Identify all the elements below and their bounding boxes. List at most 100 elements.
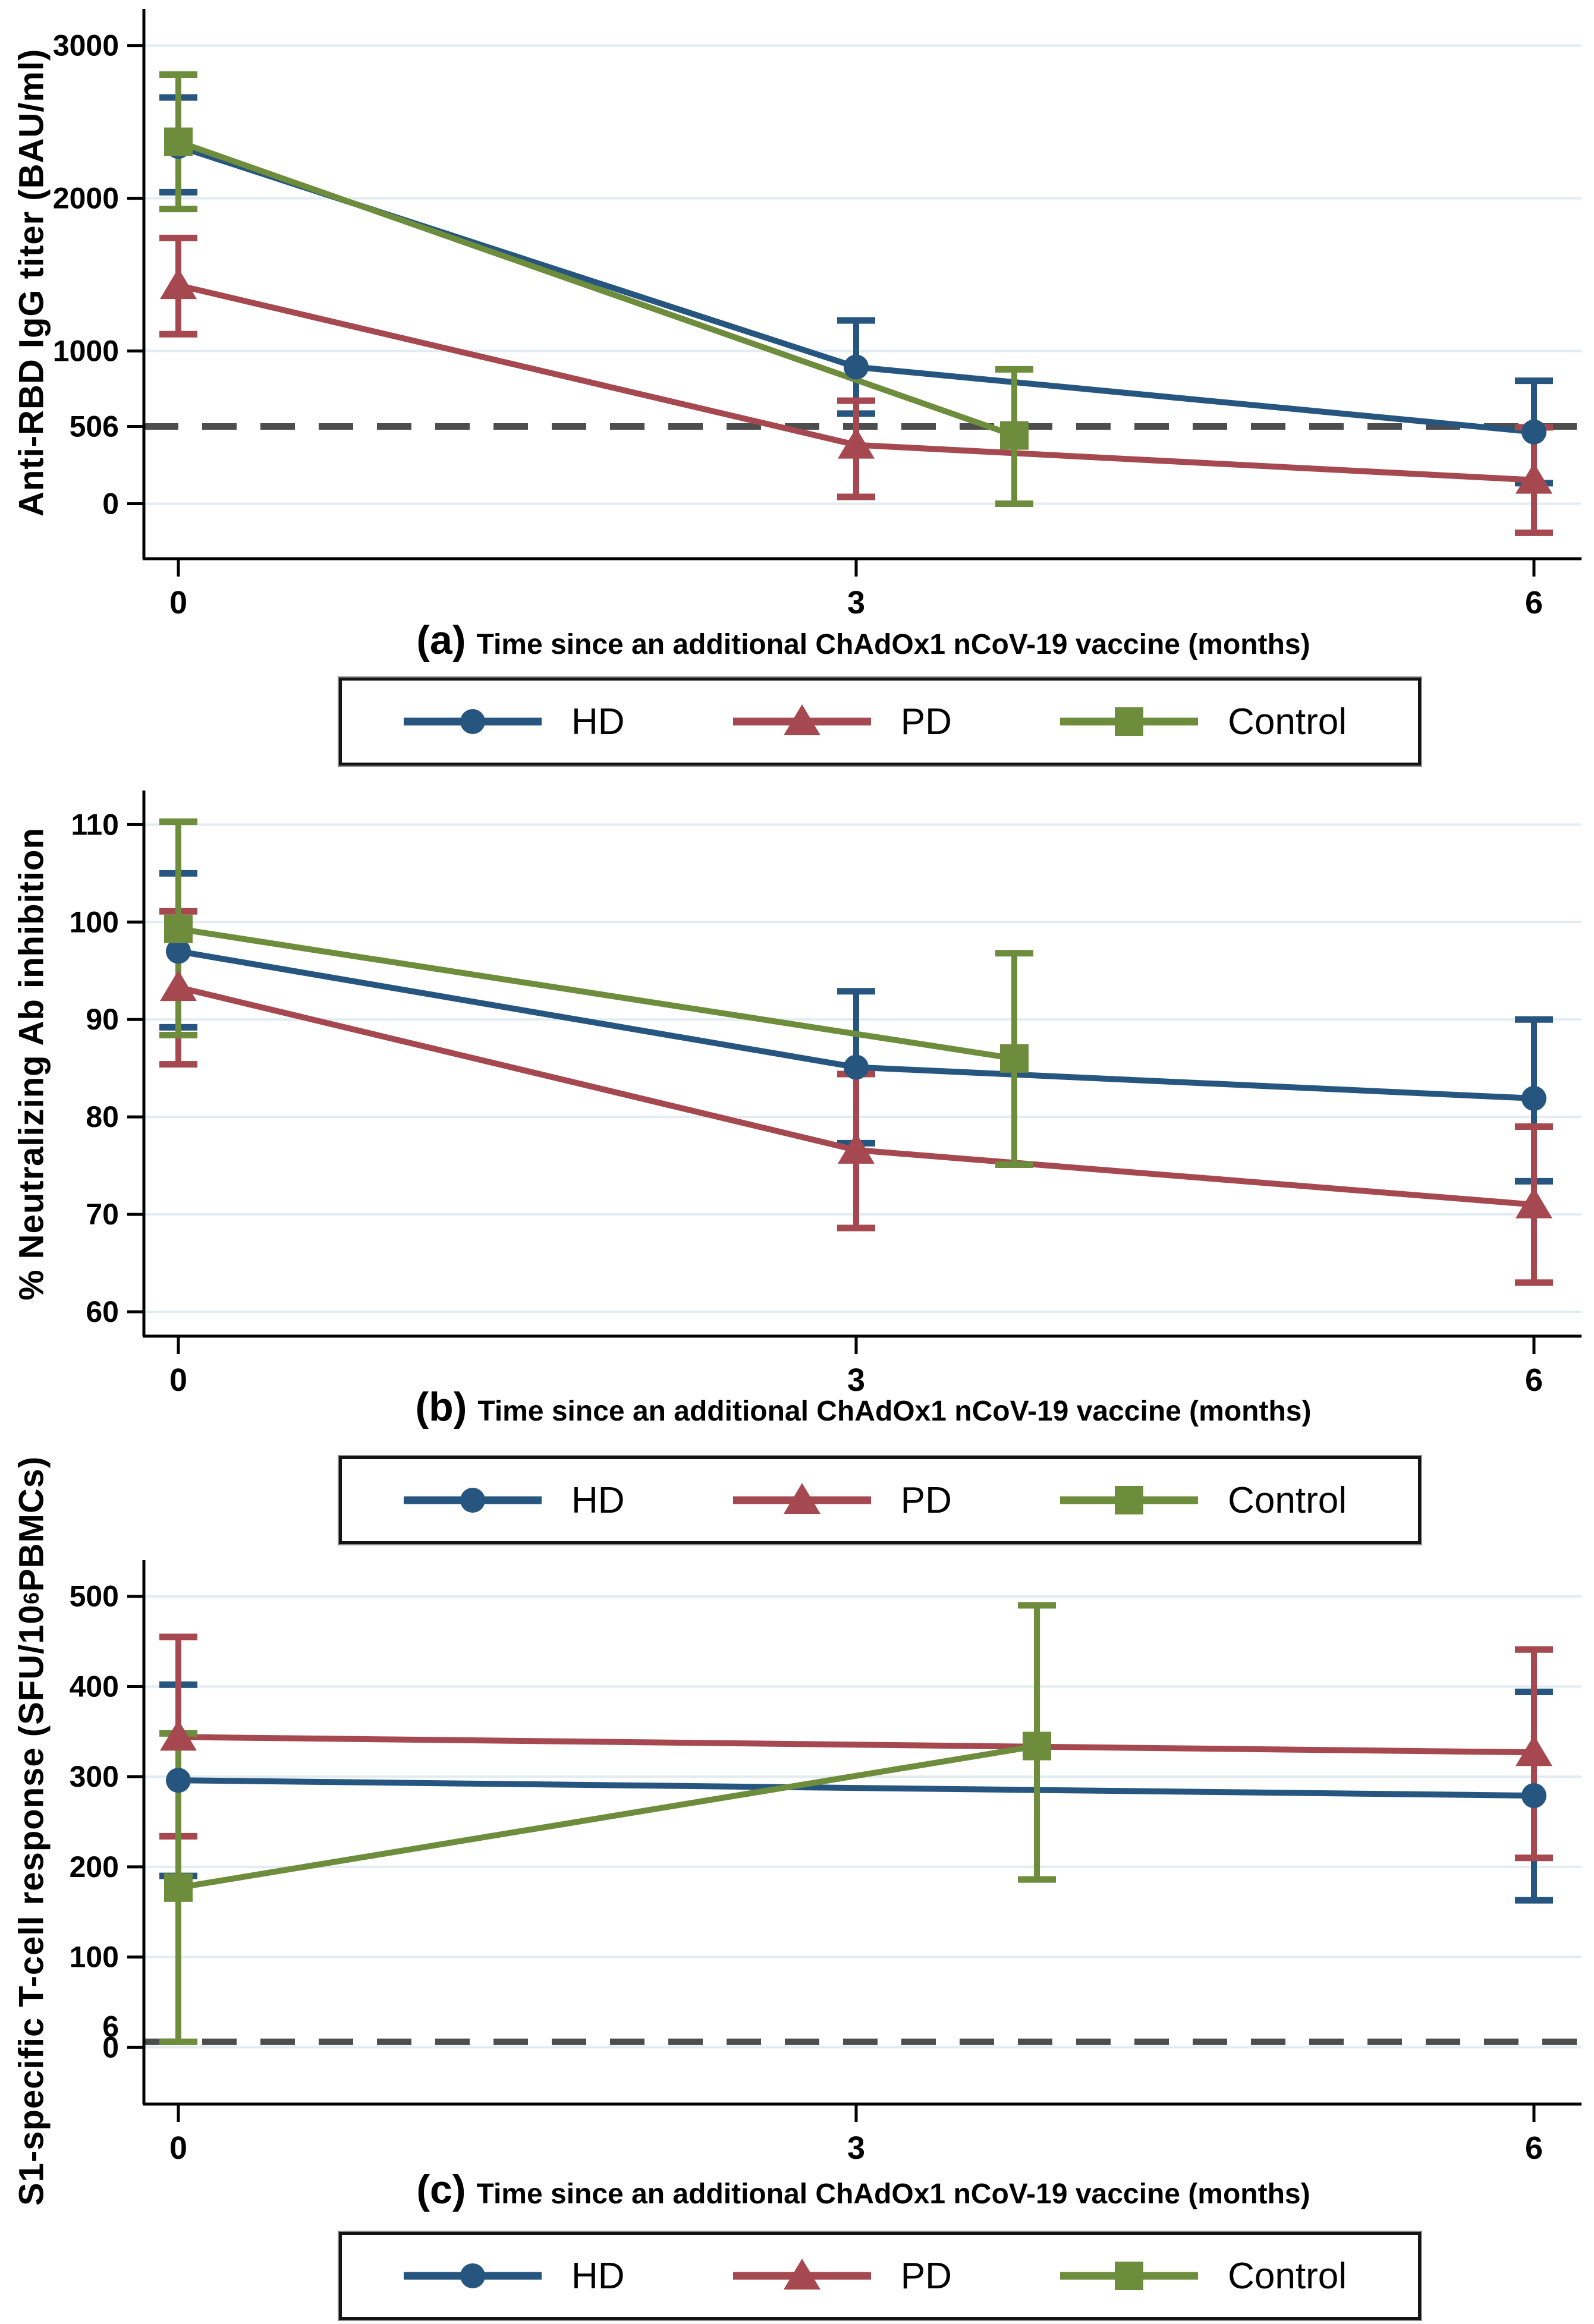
x-tick-label: 6 [1525, 1362, 1543, 1398]
legend-label-pd: PD [900, 1479, 952, 1521]
triangle-marker-icon [731, 2257, 873, 2295]
plot-b: 110 100 90 80 70 60 0 3 6 [70, 791, 1582, 1398]
y-tick-label: 6 [102, 2010, 119, 2043]
legend-label-pd: PD [900, 701, 952, 742]
y-tick-label: 100 [70, 905, 119, 939]
x-tick-label: 0 [169, 585, 187, 621]
series-line-PD [178, 1734, 1535, 1756]
caption-text: Time since an additional ChAdOx1 nCoV-19… [476, 629, 1310, 660]
legend-b: HD PD Control [339, 1456, 1421, 1544]
legend-c: HD PD Control [339, 2232, 1421, 2320]
series-markers-HD [166, 939, 1546, 1111]
y-tick-label: 70 [86, 1198, 119, 1231]
series-markers-HD [166, 1768, 1546, 1809]
circle-marker-icon [401, 703, 544, 741]
y-axis-title-b: % Neutralizing Ab inhibition [11, 785, 52, 1343]
x-axis-ticks: 0 3 6 [169, 1336, 1543, 1398]
x-tick-label: 0 [169, 1362, 187, 1398]
caption-a: (a) Time since an additional ChAdOx1 nCo… [144, 617, 1583, 663]
caption-prefix: (a) [416, 618, 466, 663]
panel-c: 500 400 300 200 100 6 0 0 3 6 S1-specific T-cell … [0, 1456, 1594, 2324]
y-tick-label: 500 [70, 1580, 119, 1613]
y-tick-label: 100 [70, 1941, 119, 1974]
caption-text: Time since an additional ChAdOx1 nCoV-19… [477, 1396, 1312, 1427]
series-markers-Control [164, 1731, 1051, 1902]
x-axis-ticks: 0 3 6 [169, 2104, 1543, 2166]
y-axis-title-text: S1-specific T-cell response (SFU/10 [12, 1604, 51, 2206]
error-bars-PD [159, 908, 1553, 1286]
caption-prefix: (c) [416, 2167, 466, 2212]
series-line-Control [178, 925, 1015, 1062]
square-marker-icon [1058, 1481, 1200, 1519]
y-axis-ticks: 110 100 90 80 70 60 [70, 808, 144, 1328]
plot-a: 3000 2000 1000 506 0 0 3 6 [53, 9, 1582, 621]
panel-b: 110 100 90 80 70 60 0 3 6 % Neutralizing Ab inhi… [0, 773, 1594, 1544]
panel-a: 3000 2000 1000 506 0 0 3 6 Anti-RBD IgG titer (… [0, 0, 1594, 773]
legend-item-hd: HD [401, 701, 625, 743]
x-tick-label: 3 [847, 585, 865, 621]
legend-a: HD PD Control [339, 678, 1421, 766]
caption-b: (b) Time since an additional ChAdOx1 nCo… [144, 1384, 1583, 1430]
series-line-Control [177, 138, 1015, 439]
y-axis-title-text: % Neutralizing Ab inhibition [12, 827, 51, 1300]
series-markers-PD [160, 268, 1552, 494]
y-axis-title-a: Anti-RBD IgG titer (BAU/ml) [11, 0, 52, 565]
error-bars-Control [159, 1602, 1056, 2045]
triangle-marker-icon [731, 703, 873, 741]
x-tick-label: 0 [169, 2130, 187, 2166]
legend-label-control: Control [1228, 2255, 1347, 2297]
triangle-marker-icon [731, 1481, 873, 1519]
legend-item-control: Control [1058, 701, 1347, 743]
y-tick-label: 110 [71, 808, 119, 841]
y-tick-label: 1000 [53, 335, 119, 368]
caption-c: (c) Time since an additional ChAdOx1 nCo… [144, 2166, 1583, 2213]
axes [142, 1560, 1582, 2106]
series-line-HD [178, 1777, 1535, 1799]
series-markers-Control [164, 914, 1029, 1073]
y-tick-label: 0 [102, 2030, 119, 2064]
circle-marker-icon [401, 2257, 544, 2295]
gridlines [144, 1595, 1582, 2049]
axes [142, 9, 1582, 560]
legend-label-control: Control [1228, 701, 1347, 742]
square-marker-icon [1058, 2257, 1200, 2295]
series-markers-PD [160, 1720, 1552, 1766]
x-tick-label: 3 [847, 1362, 865, 1398]
legend-item-pd: PD [731, 2255, 952, 2297]
y-axis-ticks: 500 400 300 200 100 60 [70, 1580, 144, 2064]
y-tick-label: 400 [70, 1670, 119, 1703]
legend-label-pd: PD [900, 2255, 952, 2297]
legend-item-hd: HD [401, 1479, 625, 1522]
x-tick-label: 3 [847, 2130, 865, 2166]
series-markers-Control [164, 127, 1029, 450]
x-axis-ticks: 0 3 6 [169, 559, 1543, 621]
gridlines [144, 823, 1582, 1314]
legend-item-control: Control [1058, 2255, 1347, 2297]
y-tick-label: 3000 [53, 29, 119, 62]
y-tick-label: 2000 [53, 182, 119, 215]
y-tick-label: 90 [86, 1003, 119, 1036]
legend-label-hd: HD [571, 2255, 625, 2297]
y-tick-label: 80 [86, 1100, 119, 1133]
legend-item-pd: PD [731, 701, 952, 743]
caption-text: Time since an additional ChAdOx1 nCoV-19… [476, 2178, 1310, 2210]
series-markers-PD [160, 970, 1552, 1218]
legend-label-hd: HD [571, 1479, 625, 1521]
y-axis-title-text: Anti-RBD IgG titer (BAU/ml) [12, 48, 51, 517]
legend-item-hd: HD [401, 2255, 625, 2297]
gridlines [144, 44, 1582, 505]
x-tick-label: 6 [1525, 2130, 1543, 2166]
y-axis-ticks: 3000 2000 1000 506 0 [53, 29, 144, 521]
y-tick-label: 0 [102, 487, 119, 521]
square-marker-icon [1058, 703, 1200, 741]
caption-prefix: (b) [415, 1384, 467, 1429]
x-tick-label: 6 [1525, 585, 1543, 621]
series-line-Control [178, 1743, 1037, 1891]
legend-item-control: Control [1058, 1479, 1347, 1522]
y-tick-label: 60 [86, 1295, 119, 1328]
y-tick-label: 200 [70, 1850, 119, 1884]
axes [142, 791, 1582, 1338]
y-tick-label: 300 [70, 1760, 119, 1793]
